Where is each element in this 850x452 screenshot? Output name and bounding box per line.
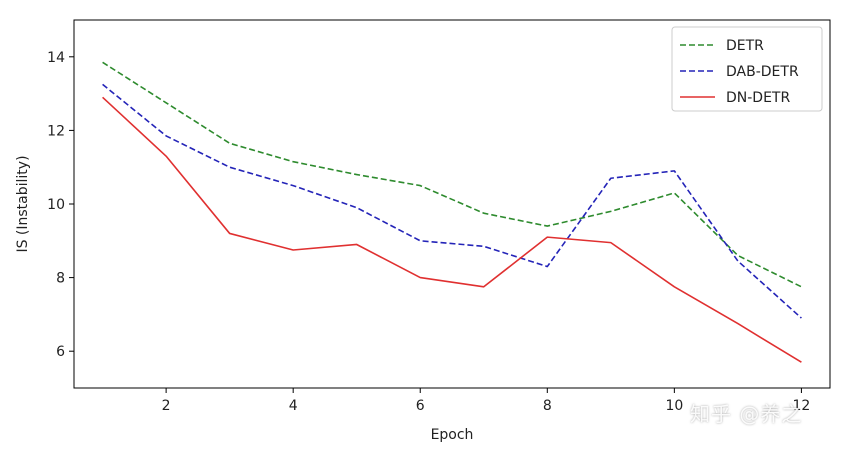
x-tick-label: 10 — [665, 398, 683, 414]
x-tick-label: 6 — [416, 398, 425, 414]
y-axis-label: IS (Instability) — [15, 155, 31, 252]
axis-ticks: 2 4 6 8 10 12 6 8 10 12 14 — [47, 50, 810, 414]
chart-marks — [102, 61, 802, 363]
x-tick-label: 2 — [162, 398, 171, 414]
x-tick-label: 12 — [792, 398, 810, 414]
legend: DETR DAB-DETR DN-DETR — [671, 26, 823, 112]
y-tick-label: 14 — [47, 50, 65, 66]
x-tick-label: 8 — [543, 398, 552, 414]
legend-label: DETR — [726, 38, 764, 54]
x-tick-label: 4 — [289, 398, 298, 414]
y-tick-label: 12 — [47, 123, 65, 139]
y-tick-label: 8 — [56, 271, 65, 287]
series-line-dn-detr — [102, 96, 802, 363]
y-tick-label: 10 — [47, 197, 65, 213]
series-line-dab-detr — [102, 83, 802, 319]
legend-label: DAB-DETR — [726, 64, 799, 80]
y-tick-label: 6 — [56, 344, 65, 360]
legend-box — [671, 26, 823, 112]
x-axis-label: Epoch — [431, 427, 474, 443]
legend-label: DN-DETR — [726, 90, 790, 106]
series-line-detr — [102, 61, 802, 288]
watermark: 知乎 @养之 — [690, 402, 803, 426]
